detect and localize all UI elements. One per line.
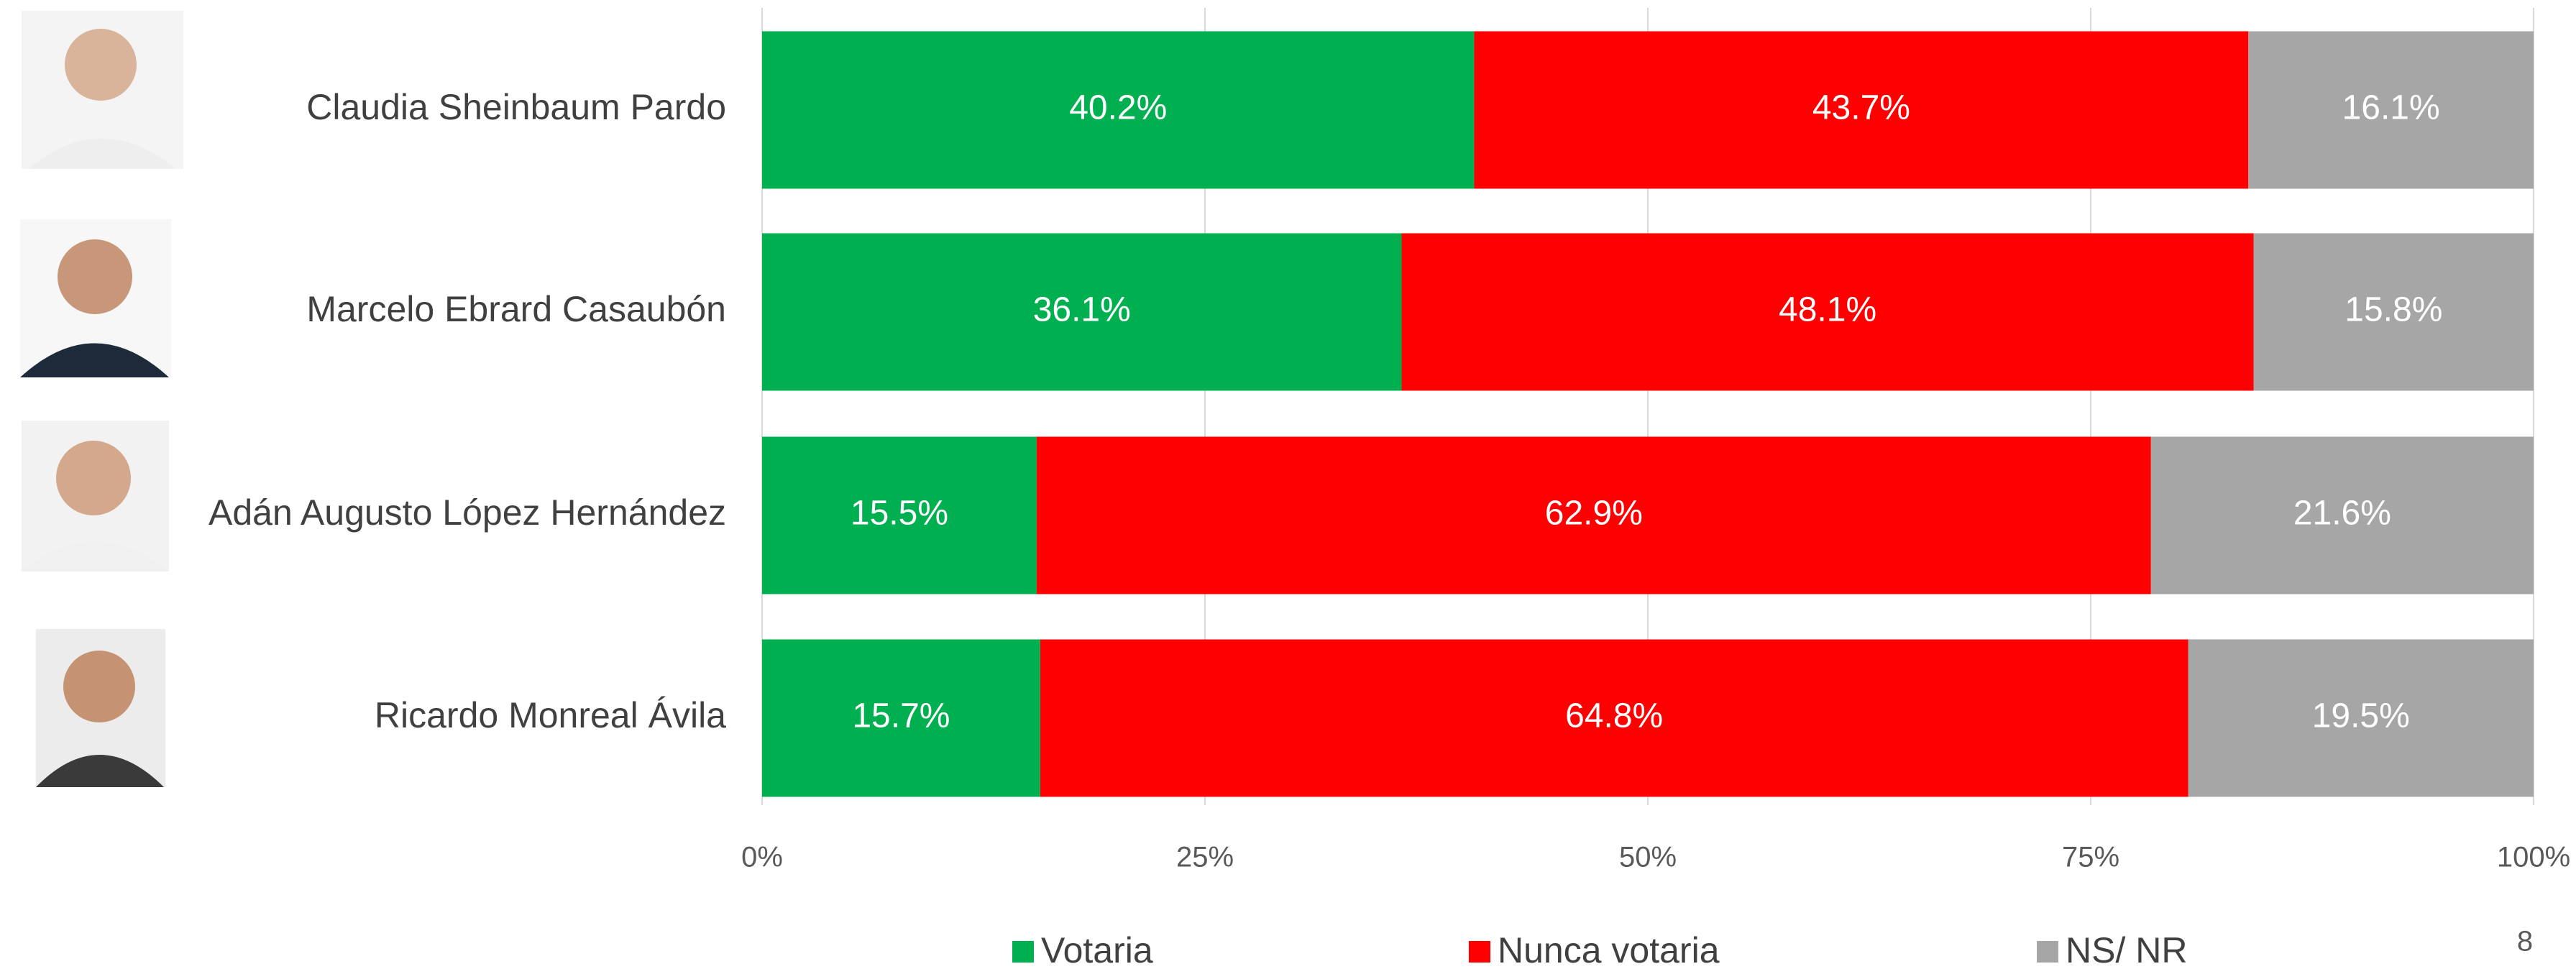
x-tick-label: 25%	[1176, 842, 1234, 873]
legend-swatch	[1469, 941, 1490, 963]
data-label: 15.8%	[2344, 291, 2442, 329]
x-tick-label: 0%	[741, 842, 783, 873]
x-tick-label: 75%	[2062, 842, 2119, 873]
data-label: 21.6%	[2293, 495, 2391, 533]
y-tick-label: Claudia Sheinbaum Pardo	[306, 87, 726, 127]
data-label: 64.8%	[1565, 697, 1663, 735]
photo	[36, 629, 165, 787]
data-label: 16.1%	[2342, 89, 2440, 127]
photos	[20, 11, 183, 787]
y-tick-label: Marcelo Ebrard Casaubón	[306, 289, 726, 329]
legend-swatch	[2037, 941, 2058, 963]
data-label: 40.2%	[1069, 89, 1167, 127]
data-label: 15.7%	[852, 697, 950, 735]
legend-label: NS/ NR	[2066, 930, 2187, 969]
photo	[20, 219, 171, 377]
legend-label: Nunca votaria	[1498, 930, 1720, 969]
data-label: 43.7%	[1812, 89, 1910, 127]
data-label: 15.5%	[851, 495, 948, 533]
photo	[22, 421, 169, 571]
chart: 8 0% 25% 50% 75% 100% Claudia Sheinbaum Pardo…	[0, 0, 2576, 969]
y-tick-label: Ricardo Monreal Ávila	[375, 695, 726, 735]
data-label: 36.1%	[1033, 291, 1131, 329]
x-tick-label: 100%	[2497, 842, 2570, 873]
data-label: 19.5%	[2312, 697, 2410, 735]
x-tick-label: 50%	[1619, 842, 1677, 873]
y-tick-label: Adán Augusto López Hernández	[208, 492, 726, 533]
photo	[22, 11, 183, 169]
page-number: 8	[2517, 926, 2533, 957]
data-label: 62.9%	[1545, 495, 1643, 533]
data-label: 48.1%	[1779, 291, 1876, 329]
legend-swatch	[1012, 941, 1034, 963]
legend-label: Votaria	[1041, 930, 1153, 969]
